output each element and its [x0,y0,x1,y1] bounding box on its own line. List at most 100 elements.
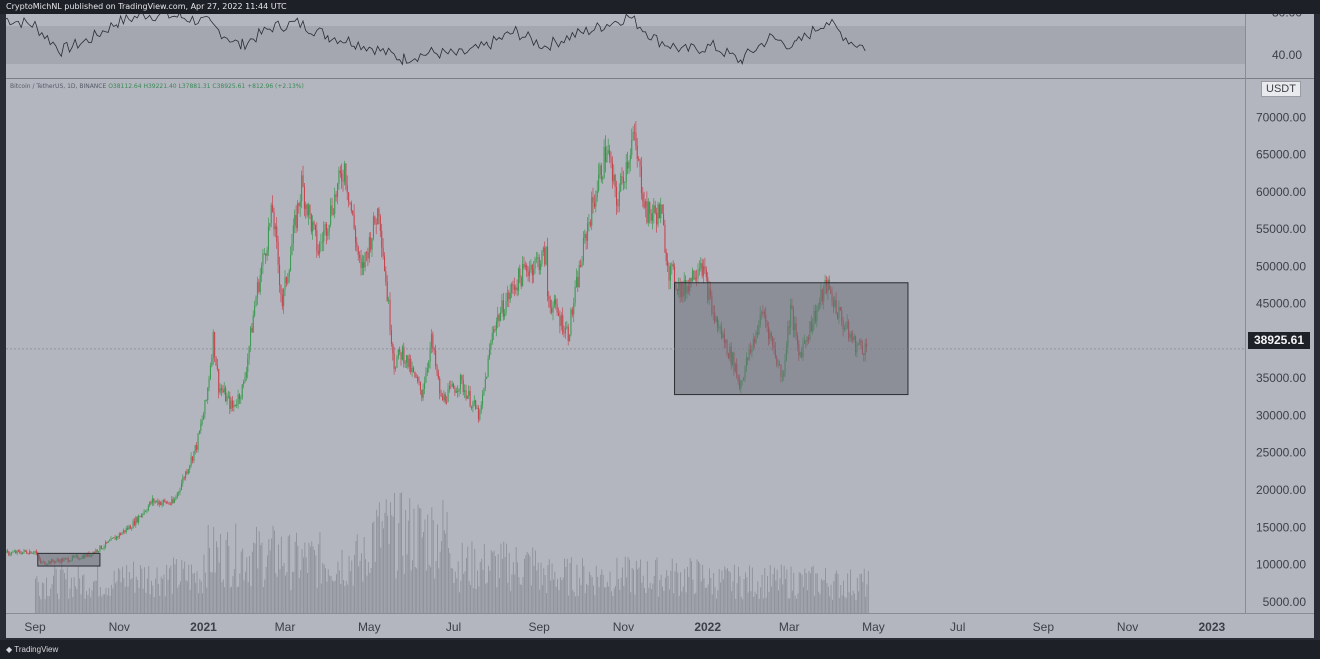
volume-bar [437,524,438,613]
volume-bar [808,571,810,613]
candle-body [262,253,264,266]
candle-body [6,550,7,554]
volume-bar [443,530,445,613]
candle-body [515,287,517,290]
volume-bar [506,543,507,613]
candle-body [189,465,191,470]
volume-bar [75,586,76,613]
volume-bar [289,534,291,613]
candle-body [415,376,417,378]
volume-bar [532,547,534,613]
volume-bar [609,571,611,613]
candle-body [151,498,153,504]
volume-bar [530,585,532,613]
candle-body [486,376,488,379]
candle-body [570,309,572,335]
volume-bar [188,564,190,613]
volume-bar [213,526,215,613]
candle-body [417,376,419,381]
currency-button[interactable]: USDT [1261,81,1301,97]
volume-bar [167,579,169,613]
candle-body [669,266,671,281]
candle-body [404,362,406,364]
candle-body [692,270,694,282]
volume-bar [175,559,177,613]
candle-body [261,265,263,276]
candle-body [276,226,278,242]
volume-bar [814,596,815,613]
volume-bar [57,593,58,613]
candle-body [102,548,104,550]
candle-body [506,292,508,302]
volume-bar [703,578,705,613]
candle-body [627,162,629,169]
time-tick-label: 2021 [190,620,217,634]
volume-bar [402,555,404,613]
volume-bar [372,523,373,613]
volume-bar [296,532,297,613]
volume-bar [251,551,253,613]
candle-body [545,246,547,265]
candle-body [200,423,202,431]
candle-body [667,260,669,266]
candle-body [613,174,615,182]
volume-bar [826,583,828,613]
volume-bar [181,560,183,613]
volume-bar [655,560,657,613]
chart-canvas[interactable]: 5000.00 10000.00 15000.00 20000.00 25000.00 3… [6,14,1314,638]
candle-body [401,347,403,360]
candle-body [381,230,383,248]
volume-bar [413,508,415,613]
volume-bar [159,595,161,613]
volume-bar [635,560,637,613]
logo-icon: ◆ [6,645,15,654]
volume-bar [341,550,343,613]
volume-bar [303,557,304,613]
volume-bar [474,549,476,613]
volume-bar [421,537,423,613]
candle-body [522,263,524,286]
candle-body [363,262,365,268]
candle-body [298,203,300,207]
volume-bar [246,557,248,613]
volume-bar [689,558,691,613]
candle-body [411,367,413,372]
volume-bar [407,520,409,613]
volume-bar [286,572,288,613]
candle-body [643,201,645,208]
volume-bar [852,590,854,613]
volume-bar [137,579,139,613]
volume-bar [582,558,583,613]
volume-bar [448,548,449,613]
volume-bar [99,587,101,613]
volume-bar [811,567,813,613]
volume-bar [235,523,237,613]
candle-body [611,162,613,182]
candle-body [488,349,490,359]
candle-body [338,170,340,184]
volume-bar [242,548,244,613]
volume-bar [854,593,855,613]
candle-body [577,277,579,288]
volume-bar [756,594,757,613]
candle-body [328,224,330,232]
candle-body [254,306,256,316]
chart-panel[interactable]: Bitcoin / TetherUS, 1D, BINANCE O38112.6… [6,14,1314,638]
volume-bar [684,568,686,613]
volume-bar [725,569,727,613]
candle-body [397,349,399,358]
volume-bar [467,546,469,613]
pane-separator[interactable] [6,78,1314,79]
candle-body [319,243,321,255]
candle-body [33,552,35,554]
volume-bar [162,578,163,613]
candle-body [410,358,412,372]
volume-bar [570,557,572,613]
volume-bar [220,533,221,613]
candle-body [193,451,195,461]
candle-body [567,326,569,341]
candle-body [541,251,543,264]
volume-bar [608,586,610,613]
volume-bar [438,568,440,613]
volume-bar [283,563,285,613]
